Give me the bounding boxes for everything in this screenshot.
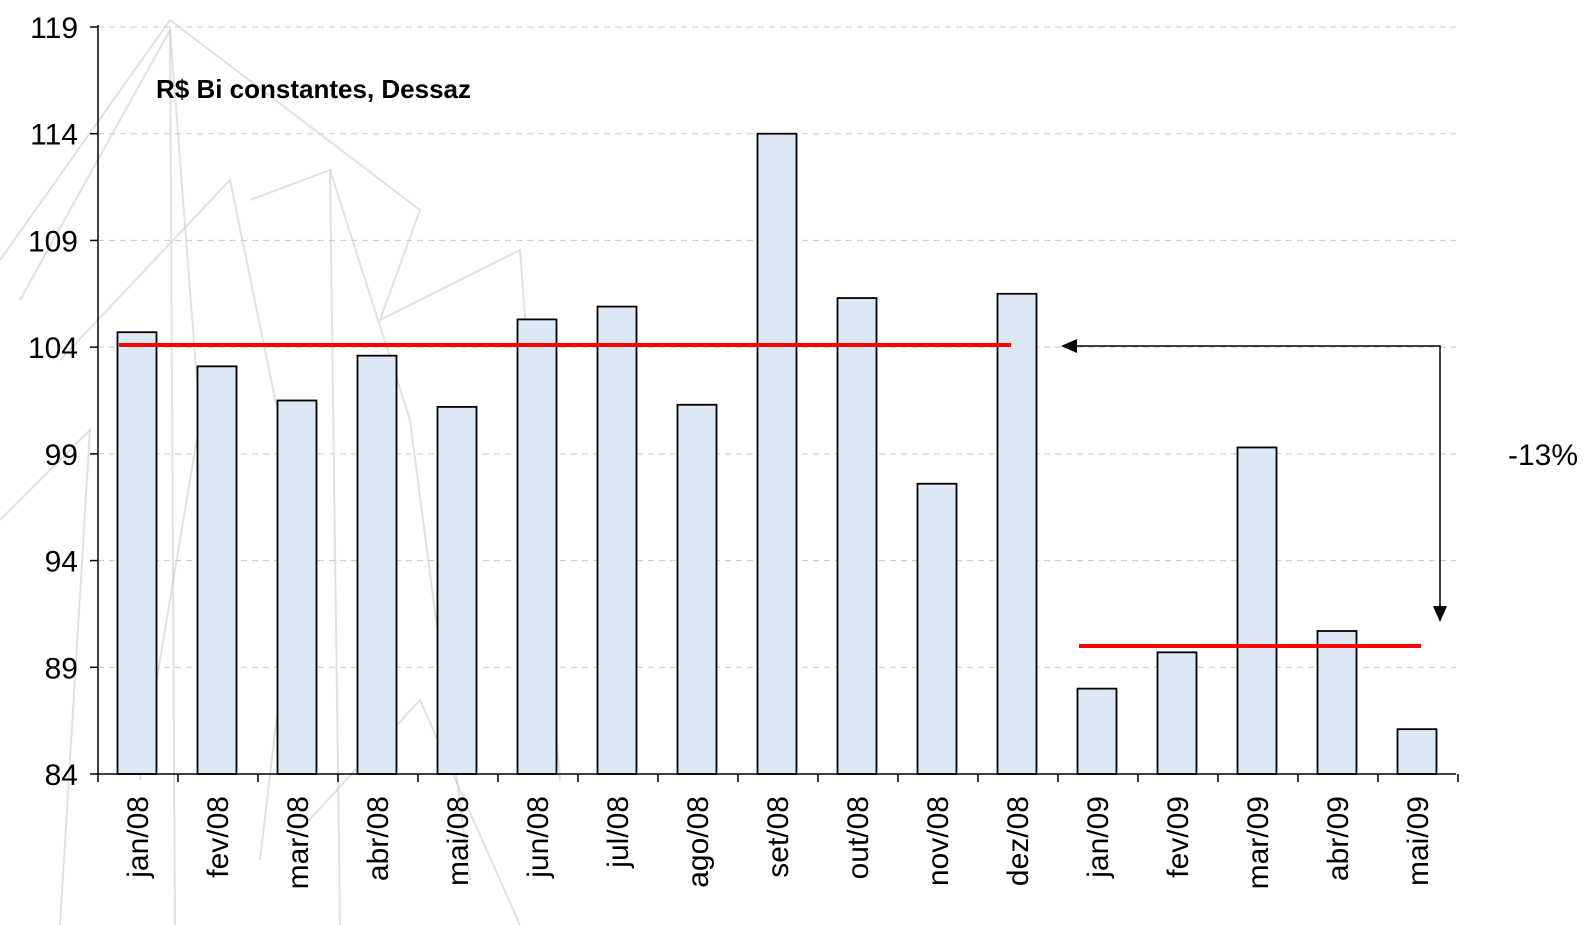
- y-tick-label: 89: [45, 652, 78, 685]
- bar-fev-08: [196, 365, 238, 775]
- y-tick-label: 94: [45, 546, 78, 579]
- y-tick-label: 109: [28, 225, 78, 258]
- bar-mai-08: [436, 406, 478, 775]
- x-tick-label: set/08: [762, 796, 795, 878]
- y-tick-label: 104: [28, 332, 78, 365]
- bar-jun-08: [516, 318, 558, 775]
- bar-nov-08: [916, 482, 958, 775]
- y-axis-tick-labels: 84 89 94 99 104 109 114 119: [28, 12, 78, 792]
- bar-mar-09: [1236, 446, 1278, 775]
- change-arrow: [1061, 339, 1447, 622]
- arrow-head-left-icon: [1061, 339, 1077, 353]
- bar-dez-08: [996, 292, 1038, 775]
- y-tick-label: 114: [30, 119, 78, 152]
- x-tick-label: fev/08: [202, 796, 235, 878]
- x-tick-label: nov/08: [922, 796, 955, 886]
- reference-lines: [119, 343, 1421, 648]
- x-tick-label: dez/08: [1002, 796, 1035, 886]
- x-tick-label: jan/09: [1082, 796, 1115, 879]
- x-tick-label: abr/08: [362, 796, 395, 881]
- bar-mar-08: [276, 399, 318, 775]
- bar-out-08: [836, 297, 878, 775]
- y-tick-label: 119: [30, 12, 78, 45]
- change-arrow-path: [1075, 345, 1441, 608]
- x-tick-label: mai/09: [1402, 796, 1435, 886]
- x-tick-label: mar/08: [282, 796, 315, 889]
- bar-abr-09: [1316, 630, 1358, 775]
- bar-abr-08: [356, 354, 398, 775]
- x-axis-tick-labels: jan/08 fev/08 mar/08 abr/08 mai/08 jun/08 jul/…: [122, 796, 1435, 889]
- x-tick-label: mar/09: [1242, 796, 1275, 889]
- bar-fev-09: [1156, 651, 1198, 775]
- bar-jan-08: [116, 331, 158, 775]
- x-tick-label: ago/08: [682, 796, 715, 888]
- axes: [90, 25, 1459, 782]
- x-tick-label: mai/08: [442, 796, 475, 886]
- arrow-head-down-icon: [1433, 606, 1447, 622]
- bar-jul-08: [596, 305, 638, 775]
- bars: [116, 132, 1438, 775]
- x-tick-label: fev/09: [1162, 796, 1195, 878]
- x-tick-label: out/08: [842, 796, 875, 879]
- y-tick-label: 99: [45, 439, 78, 472]
- bar-set-08: [756, 132, 798, 775]
- unit-subtitle: R$ Bi constantes, Dessaz: [156, 74, 471, 104]
- x-tick-label: abr/09: [1322, 796, 1355, 881]
- bar-jan-09: [1076, 687, 1118, 775]
- x-tick-label: jun/08: [522, 796, 555, 879]
- y-tick-label: 84: [45, 759, 78, 792]
- bar-ago-08: [676, 403, 718, 775]
- x-tick-label: jan/08: [122, 796, 155, 879]
- bar-mai-09: [1396, 728, 1438, 775]
- change-percent-label: -13%: [1508, 439, 1578, 472]
- x-tick-label: jul/08: [602, 796, 635, 869]
